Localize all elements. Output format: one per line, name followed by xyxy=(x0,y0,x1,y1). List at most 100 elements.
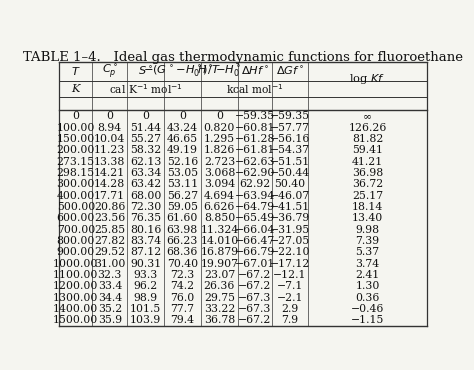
Text: log $Kf$: log $Kf$ xyxy=(349,73,385,87)
Text: 8.850: 8.850 xyxy=(204,213,235,223)
Text: 29.52: 29.52 xyxy=(94,247,125,257)
Text: 1500.00: 1500.00 xyxy=(53,315,99,325)
Text: 0.820: 0.820 xyxy=(204,122,235,132)
Text: 1300.00: 1300.00 xyxy=(53,293,99,303)
Text: −59.35: −59.35 xyxy=(270,111,310,121)
Text: 0: 0 xyxy=(106,111,113,121)
Text: 13.40: 13.40 xyxy=(352,213,383,223)
Text: 200.00: 200.00 xyxy=(56,145,95,155)
Text: 126.26: 126.26 xyxy=(348,122,387,132)
Text: 36.98: 36.98 xyxy=(352,168,383,178)
Text: 32.3: 32.3 xyxy=(98,270,122,280)
Text: 400.00: 400.00 xyxy=(57,191,95,201)
Text: 11.324: 11.324 xyxy=(201,225,238,235)
Text: 62.92: 62.92 xyxy=(239,179,271,189)
Text: 36.78: 36.78 xyxy=(204,315,235,325)
Text: 0: 0 xyxy=(142,111,149,121)
Text: 49.19: 49.19 xyxy=(167,145,198,155)
Text: 150.00: 150.00 xyxy=(57,134,95,144)
Text: 98.9: 98.9 xyxy=(134,293,158,303)
Text: 7.39: 7.39 xyxy=(356,236,380,246)
Text: 1000.00: 1000.00 xyxy=(53,259,99,269)
Text: $H^\circ\!-\!H^\circ_0$: $H^\circ\!-\!H^\circ_0$ xyxy=(197,64,242,79)
Text: −64.79: −64.79 xyxy=(235,202,275,212)
Text: 13.38: 13.38 xyxy=(94,157,126,166)
Text: 9.98: 9.98 xyxy=(356,225,380,235)
Text: 53.05: 53.05 xyxy=(167,168,198,178)
Text: 900.00: 900.00 xyxy=(57,247,95,257)
Text: −62.90: −62.90 xyxy=(235,168,275,178)
Text: $S^\circ$: $S^\circ$ xyxy=(138,65,153,77)
Text: −31.95: −31.95 xyxy=(270,225,310,235)
Text: 36.72: 36.72 xyxy=(352,179,383,189)
Text: −36.79: −36.79 xyxy=(270,213,310,223)
Text: 83.74: 83.74 xyxy=(130,236,161,246)
Text: 700.00: 700.00 xyxy=(57,225,95,235)
Text: 1.295: 1.295 xyxy=(204,134,235,144)
Text: 80.16: 80.16 xyxy=(130,225,161,235)
Text: $T$: $T$ xyxy=(71,65,81,77)
Text: 87.12: 87.12 xyxy=(130,247,161,257)
Text: 72.30: 72.30 xyxy=(130,202,161,212)
Text: 4.694: 4.694 xyxy=(204,191,235,201)
Text: 16.879: 16.879 xyxy=(201,247,238,257)
Text: 7.9: 7.9 xyxy=(282,315,299,325)
Text: −63.94: −63.94 xyxy=(235,191,275,201)
Text: 5.37: 5.37 xyxy=(356,247,380,257)
Text: −51.51: −51.51 xyxy=(270,157,310,166)
Text: 14.28: 14.28 xyxy=(94,179,126,189)
Text: ∞: ∞ xyxy=(363,111,372,121)
Text: −12.1: −12.1 xyxy=(273,270,307,280)
Text: 0.36: 0.36 xyxy=(356,293,380,303)
Text: 273.15: 273.15 xyxy=(57,157,95,166)
Text: 59.05: 59.05 xyxy=(167,202,198,212)
Text: −67.2: −67.2 xyxy=(238,315,272,325)
Text: 1.30: 1.30 xyxy=(356,281,380,291)
Text: −67.2: −67.2 xyxy=(238,281,272,291)
Text: −59.35: −59.35 xyxy=(235,111,275,121)
Text: 11.23: 11.23 xyxy=(94,145,126,155)
Text: −67.2: −67.2 xyxy=(238,270,272,280)
Text: 25.17: 25.17 xyxy=(352,191,383,201)
Text: −0.46: −0.46 xyxy=(351,304,384,314)
Text: 76.0: 76.0 xyxy=(170,293,194,303)
Text: 1400.00: 1400.00 xyxy=(53,304,99,314)
Text: 51.44: 51.44 xyxy=(130,122,161,132)
Text: K: K xyxy=(72,84,80,94)
Text: 70.40: 70.40 xyxy=(167,259,198,269)
Text: 74.2: 74.2 xyxy=(170,281,194,291)
Text: 29.75: 29.75 xyxy=(204,293,235,303)
Text: 1100.00: 1100.00 xyxy=(53,270,99,280)
Text: 26.36: 26.36 xyxy=(204,281,235,291)
Text: $-(G^\circ\!-\!H^\circ_0)/T$: $-(G^\circ\!-\!H^\circ_0)/T$ xyxy=(143,64,221,79)
Text: 96.2: 96.2 xyxy=(134,281,158,291)
Text: −22.10: −22.10 xyxy=(270,247,310,257)
Text: 76.35: 76.35 xyxy=(130,213,161,223)
Text: 81.82: 81.82 xyxy=(352,134,383,144)
Text: 33.22: 33.22 xyxy=(204,304,235,314)
Text: 14.010: 14.010 xyxy=(201,236,238,246)
Text: −62.63: −62.63 xyxy=(235,157,275,166)
Text: 25.85: 25.85 xyxy=(94,225,125,235)
Text: −50.44: −50.44 xyxy=(270,168,310,178)
Text: 66.23: 66.23 xyxy=(167,236,198,246)
Text: kcal mol$^{-1}$: kcal mol$^{-1}$ xyxy=(226,82,283,95)
Text: 35.2: 35.2 xyxy=(98,304,122,314)
Text: $\Delta Hf^\circ$: $\Delta Hf^\circ$ xyxy=(241,65,269,77)
Text: 800.00: 800.00 xyxy=(56,236,95,246)
Text: 101.5: 101.5 xyxy=(130,304,161,314)
Text: 1.826: 1.826 xyxy=(204,145,235,155)
Text: 31.00: 31.00 xyxy=(94,259,126,269)
Text: 8.94: 8.94 xyxy=(98,122,122,132)
Text: 2.723: 2.723 xyxy=(204,157,235,166)
Text: −46.07: −46.07 xyxy=(270,191,310,201)
Text: 68.36: 68.36 xyxy=(167,247,198,257)
Text: 61.60: 61.60 xyxy=(167,213,198,223)
Text: 33.4: 33.4 xyxy=(98,281,122,291)
Text: 103.9: 103.9 xyxy=(130,315,161,325)
Text: 0: 0 xyxy=(216,111,223,121)
Text: 56.27: 56.27 xyxy=(167,191,198,201)
Text: 17.71: 17.71 xyxy=(94,191,125,201)
Text: 93.3: 93.3 xyxy=(134,270,158,280)
Text: 23.56: 23.56 xyxy=(94,213,126,223)
